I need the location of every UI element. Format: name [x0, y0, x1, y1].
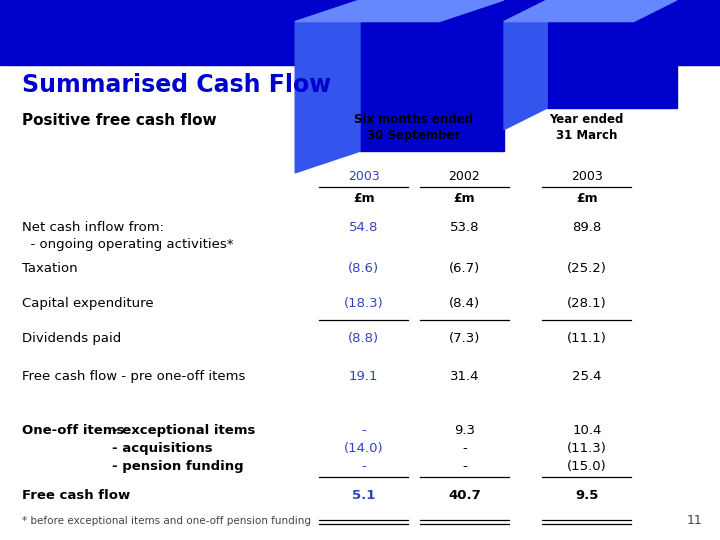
Text: * before exceptional items and one-off pension funding: * before exceptional items and one-off p…: [22, 516, 310, 526]
Text: Year ended
31 March: Year ended 31 March: [549, 113, 624, 143]
Text: £m: £m: [454, 192, 475, 205]
Text: 40.7: 40.7: [448, 489, 481, 502]
Text: 2002: 2002: [449, 170, 480, 183]
Text: (25.2): (25.2): [567, 262, 607, 275]
Polygon shape: [295, 0, 360, 173]
Text: £m: £m: [353, 192, 374, 205]
Text: (28.1): (28.1): [567, 297, 607, 310]
Text: 19.1: 19.1: [349, 370, 378, 383]
Polygon shape: [360, 0, 504, 151]
Text: - pension funding: - pension funding: [112, 460, 243, 472]
Polygon shape: [504, 0, 677, 22]
Text: Six months ended
30 September: Six months ended 30 September: [354, 113, 474, 143]
Text: -: -: [361, 424, 366, 437]
Text: 2003: 2003: [571, 170, 603, 183]
Text: Taxation: Taxation: [22, 262, 77, 275]
Text: Dividends paid: Dividends paid: [22, 332, 121, 345]
Text: Net cash inflow from:
  - ongoing operating activities*: Net cash inflow from: - ongoing operatin…: [22, 221, 233, 251]
Text: 53.8: 53.8: [450, 221, 479, 234]
Text: Summarised Cash Flow: Summarised Cash Flow: [22, 73, 330, 97]
Bar: [0, 0, 720, 65]
Text: - exceptional items: - exceptional items: [112, 424, 255, 437]
Text: Capital expenditure: Capital expenditure: [22, 297, 153, 310]
Text: (7.3): (7.3): [449, 332, 480, 345]
Text: £m: £m: [576, 192, 598, 205]
Text: 5.1: 5.1: [352, 489, 375, 502]
Text: 31.4: 31.4: [450, 370, 479, 383]
Polygon shape: [547, 0, 677, 108]
Text: (8.6): (8.6): [348, 262, 379, 275]
Text: (8.4): (8.4): [449, 297, 480, 310]
Text: -: -: [462, 460, 467, 472]
Text: (11.1): (11.1): [567, 332, 607, 345]
Text: 10.4: 10.4: [572, 424, 601, 437]
Text: -: -: [462, 442, 467, 455]
Text: -: -: [361, 460, 366, 472]
Text: 2003: 2003: [348, 170, 379, 183]
Text: 11: 11: [686, 514, 702, 526]
Text: 89.8: 89.8: [572, 221, 601, 234]
Text: 54.8: 54.8: [349, 221, 378, 234]
Text: (11.3): (11.3): [567, 442, 607, 455]
Text: - acquisitions: - acquisitions: [112, 442, 212, 455]
Text: (6.7): (6.7): [449, 262, 480, 275]
Text: One-off items: One-off items: [22, 424, 124, 437]
Text: 25.4: 25.4: [572, 370, 601, 383]
Text: (15.0): (15.0): [567, 460, 607, 472]
Polygon shape: [295, 0, 504, 22]
Text: Free cash flow - pre one-off items: Free cash flow - pre one-off items: [22, 370, 245, 383]
Text: (18.3): (18.3): [343, 297, 384, 310]
Text: (8.8): (8.8): [348, 332, 379, 345]
Text: (14.0): (14.0): [343, 442, 384, 455]
Text: 9.5: 9.5: [575, 489, 598, 502]
Polygon shape: [504, 0, 547, 130]
Text: 9.3: 9.3: [454, 424, 475, 437]
Text: Free cash flow: Free cash flow: [22, 489, 130, 502]
Text: Positive free cash flow: Positive free cash flow: [22, 113, 216, 129]
